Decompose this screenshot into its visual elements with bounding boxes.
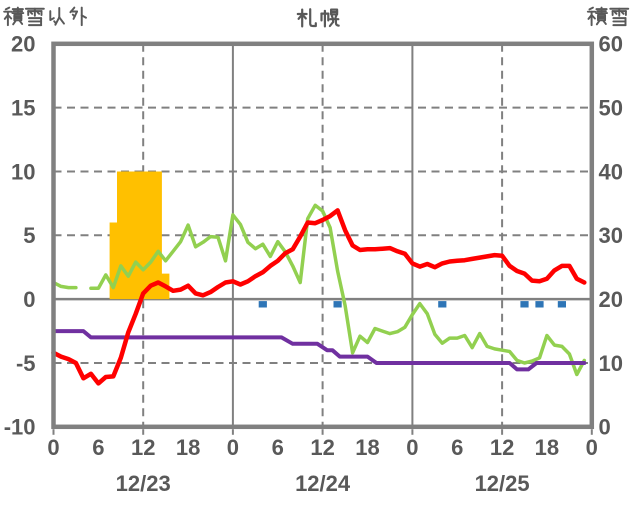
svg-text:18: 18 bbox=[355, 435, 379, 460]
svg-text:10: 10 bbox=[599, 351, 623, 376]
svg-text:0: 0 bbox=[599, 415, 611, 440]
svg-text:-5: -5 bbox=[16, 351, 36, 376]
svg-text:10: 10 bbox=[11, 159, 35, 184]
svg-text:12/24: 12/24 bbox=[295, 471, 351, 496]
svg-text:50: 50 bbox=[599, 95, 623, 120]
svg-text:0: 0 bbox=[23, 287, 35, 312]
svg-text:60: 60 bbox=[599, 32, 623, 57]
svg-text:30: 30 bbox=[599, 223, 623, 248]
svg-text:0: 0 bbox=[406, 435, 418, 460]
svg-text:0: 0 bbox=[586, 435, 598, 460]
svg-text:40: 40 bbox=[599, 159, 623, 184]
svg-text:12: 12 bbox=[490, 435, 514, 460]
svg-text:20: 20 bbox=[599, 287, 623, 312]
svg-text:-10: -10 bbox=[4, 415, 36, 440]
svg-text:12: 12 bbox=[310, 435, 334, 460]
svg-text:6: 6 bbox=[451, 435, 463, 460]
svg-text:12/25: 12/25 bbox=[475, 471, 530, 496]
svg-text:0: 0 bbox=[47, 435, 59, 460]
svg-text:0: 0 bbox=[227, 435, 239, 460]
svg-text:6: 6 bbox=[272, 435, 284, 460]
svg-text:12: 12 bbox=[131, 435, 155, 460]
svg-text:18: 18 bbox=[176, 435, 200, 460]
svg-text:20: 20 bbox=[11, 32, 35, 57]
svg-text:6: 6 bbox=[92, 435, 104, 460]
svg-text:12/23: 12/23 bbox=[116, 471, 171, 496]
svg-text:15: 15 bbox=[11, 95, 35, 120]
svg-text:5: 5 bbox=[23, 223, 35, 248]
svg-text:18: 18 bbox=[535, 435, 559, 460]
